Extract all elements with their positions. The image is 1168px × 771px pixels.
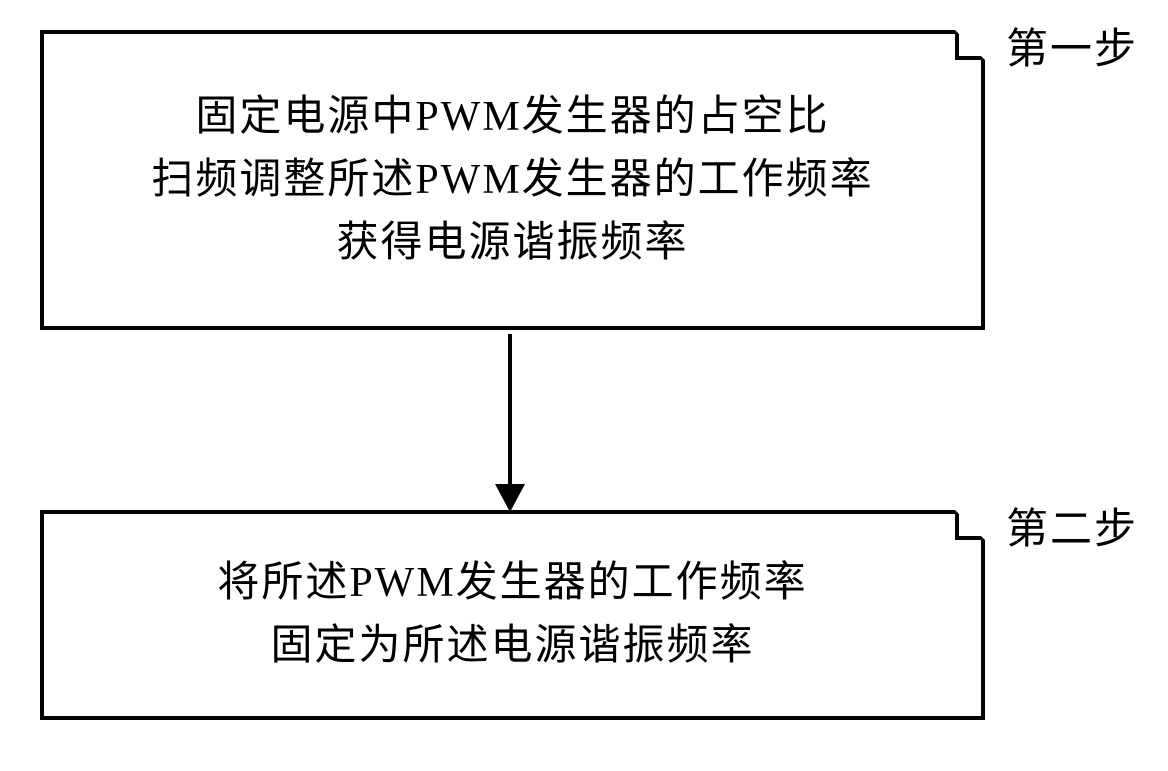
step-2-notch	[955, 510, 985, 540]
step-box-2: 将所述PWM发生器的工作频率 固定为所述电源谐振频率	[40, 510, 985, 720]
step-1-line-3: 获得电源谐振频率	[336, 212, 688, 275]
step-1-line-1: 固定电源中PWM发生器的占空比	[195, 86, 829, 149]
step-2-line-1: 将所述PWM发生器的工作频率	[217, 552, 807, 615]
step-2-line-2: 固定为所述电源谐振频率	[270, 615, 754, 678]
flowchart-container: 固定电源中PWM发生器的占空比 扫频调整所述PWM发生器的工作频率 获得电源谐振…	[0, 0, 1168, 771]
step-1-notch	[955, 30, 985, 60]
step-2-label: 第二步	[1006, 495, 1138, 556]
arrow-line	[508, 334, 512, 494]
arrow-step1-to-step2	[500, 334, 520, 510]
step-1-line-2: 扫频调整所述PWM发生器的工作频率	[151, 149, 873, 212]
step-1-label: 第一步	[1006, 15, 1138, 76]
arrow-head-icon	[495, 484, 525, 512]
step-box-1: 固定电源中PWM发生器的占空比 扫频调整所述PWM发生器的工作频率 获得电源谐振…	[40, 30, 985, 330]
